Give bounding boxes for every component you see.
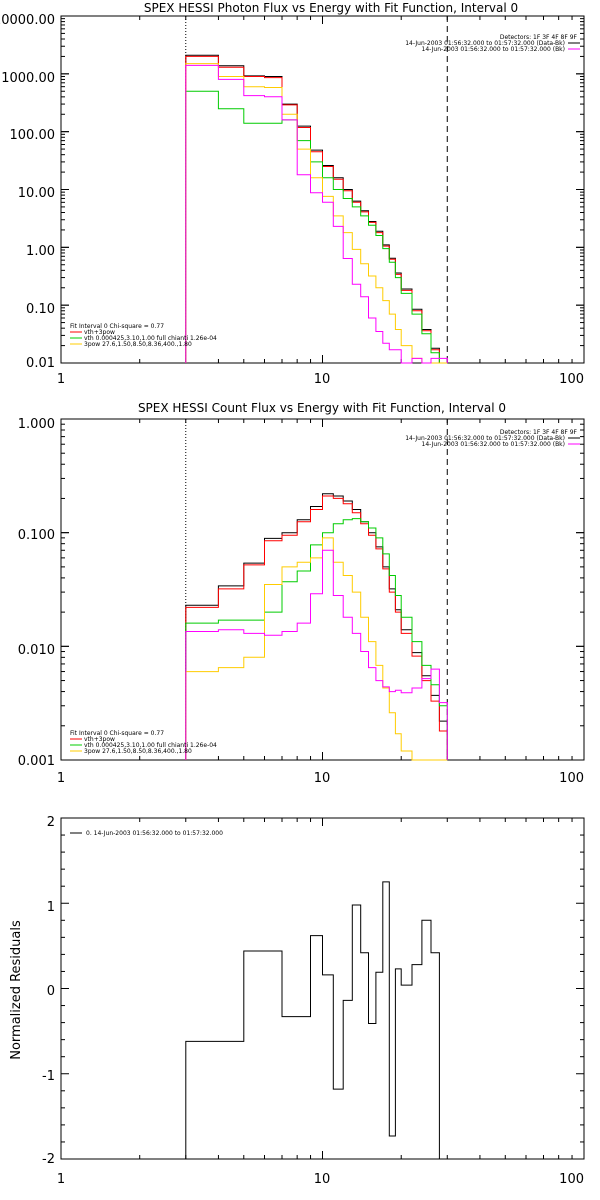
x-tick-label: 10 <box>314 771 331 786</box>
annotation-line-4: 3pow 27.6,1.50,8.50,8.36,400.,1.80 <box>84 748 192 755</box>
y-tick-label: 0.100 <box>18 528 55 543</box>
x-tick-label: 1 <box>57 771 65 786</box>
y-tick-label: -2 <box>42 1152 55 1167</box>
legend-header-line-2: 14-Jun-2003 01:56:32.000 to 01:57:32.000… <box>405 435 565 442</box>
series-line-bk <box>185 549 448 760</box>
legend-header-line-3: 14-Jun-2003 01:56:32.000 to 01:57:32.000… <box>422 46 565 53</box>
series-line-data-bk <box>185 54 448 364</box>
legend-header-line-3: 14-Jun-2003 01:56:32.000 to 01:57:32.000… <box>422 441 565 448</box>
residuals-legend: 0. 14-Jun-2003 01:56:32.000 to 01:57:32.… <box>86 830 223 837</box>
series-line-vth <box>185 518 448 760</box>
photon-flux-panel: SPEX HESSI Photon Flux vs Energy with Fi… <box>0 1 585 387</box>
legend-header-line-1: Detectors: 1F 3F 4F 8F 9F <box>500 34 578 41</box>
y-tick-label: -1 <box>42 1069 55 1084</box>
series-line-data-bk <box>185 493 448 760</box>
annotation-line-3: vth 0.000425,3.10,1.00 full chianti 1.26… <box>84 335 217 342</box>
series-line-3pow <box>185 537 448 761</box>
x-tick-label: 100 <box>559 1172 584 1187</box>
y-tick-label: 10000.00 <box>0 13 55 28</box>
plot-area-2 <box>60 418 585 761</box>
x-tick-label: 100 <box>559 771 584 786</box>
y-tick-label: 1.000 <box>18 417 55 432</box>
y-tick-label: 100.00 <box>10 128 56 143</box>
annotation-line-1: Fit Interval 0 Chi-square = 0.77 <box>70 323 164 330</box>
chart-title-1: SPEX HESSI Photon Flux vs Energy with Fi… <box>144 1 518 15</box>
x-tick-label: 10 <box>314 1172 331 1187</box>
residuals-panel: 0. 14-Jun-2003 01:56:32.000 to 01:57:32.… <box>9 815 585 1187</box>
series-line-residuals <box>185 881 440 1159</box>
y-tick-label: 0.010 <box>18 643 55 658</box>
series-line-vth <box>185 90 448 364</box>
y-tick-label: 1000.00 <box>1 71 55 86</box>
count-flux-panel: SPEX HESSI Count Flux vs Energy with Fit… <box>18 401 585 786</box>
legend-header-line-2: 14-Jun-2003 01:56:32.000 to 01:57:32.000… <box>405 40 565 47</box>
y-tick-label: 1 <box>47 900 55 915</box>
annotation-line-1: Fit Interval 0 Chi-square = 0.77 <box>70 730 164 737</box>
plot-frame-3 <box>60 817 585 1160</box>
plot-area-1 <box>60 15 585 364</box>
y-tick-label: 10.00 <box>18 186 55 201</box>
y-tick-label: 0.01 <box>26 356 55 371</box>
x-tick-label: 10 <box>314 372 331 387</box>
series-line-vth-3pow <box>185 495 448 760</box>
x-tick-label: 1 <box>57 372 65 387</box>
y-tick-label: 0.10 <box>26 302 55 317</box>
chart-title-2: SPEX HESSI Count Flux vs Energy with Fit… <box>138 401 506 415</box>
annotation-line-3: vth 0.000425,3.10,1.00 full chianti 1.26… <box>84 742 217 749</box>
y-tick-label: 0.001 <box>18 754 55 769</box>
x-tick-label: 100 <box>559 372 584 387</box>
x-tick-label: 1 <box>57 1172 65 1187</box>
plot-area-3 <box>60 817 585 1160</box>
y-axis-label: Normalized Residuals <box>9 920 24 1060</box>
legend-header-line-1: Detectors: 1F 3F 4F 8F 9F <box>500 429 578 436</box>
series-line-bk <box>185 64 448 364</box>
annotation-line-2: vth+3pow <box>84 736 115 743</box>
series-line-vth-3pow <box>185 55 448 364</box>
annotation-line-4: 3pow 27.6,1.50,8.50,8.36,400.,1.80 <box>84 341 192 348</box>
annotation-line-2: vth+3pow <box>84 329 115 336</box>
series-line-3pow <box>185 63 448 364</box>
y-tick-label: 1.00 <box>26 244 55 259</box>
y-tick-label: 0 <box>47 984 55 999</box>
y-tick-label: 2 <box>47 815 55 830</box>
